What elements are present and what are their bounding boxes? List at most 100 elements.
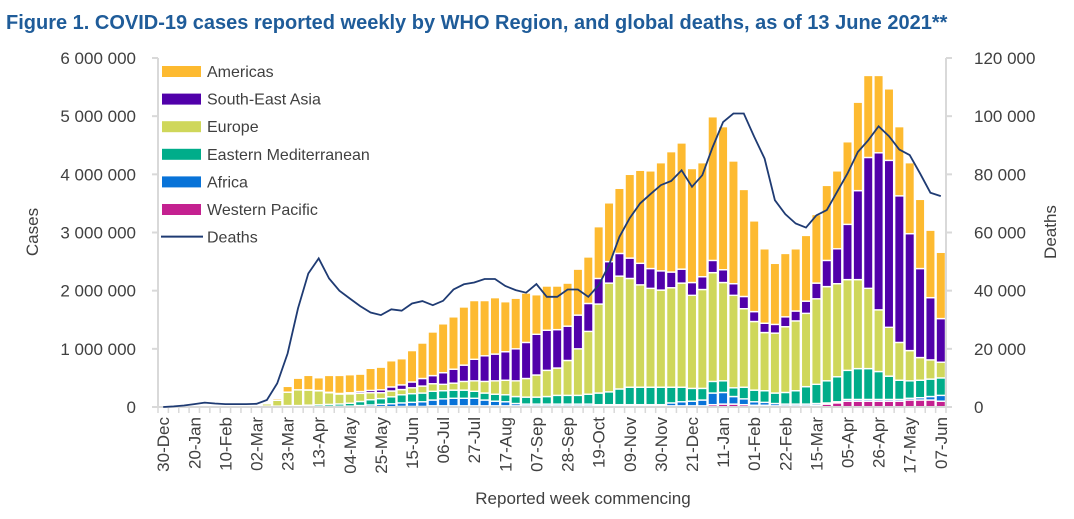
- bar-europe: [542, 370, 551, 396]
- y2-tick-label: 100 000: [974, 107, 1035, 126]
- bar-africa: [708, 393, 717, 405]
- bar-south-east-asia: [594, 278, 603, 304]
- bar-americas: [314, 378, 323, 391]
- bar-europe: [407, 388, 416, 394]
- bar-eastern-mediterranean: [926, 379, 935, 396]
- bar-eastern-mediterranean: [594, 393, 603, 405]
- bar-europe: [376, 393, 385, 399]
- bar-europe: [905, 351, 914, 381]
- bar-americas: [791, 249, 800, 311]
- bar-eastern-mediterranean: [915, 380, 924, 397]
- bar-americas: [677, 143, 686, 269]
- bar-south-east-asia: [501, 352, 510, 381]
- bar-africa: [459, 398, 468, 406]
- x-tick-label: 07-Jun: [932, 417, 951, 469]
- bar-americas: [936, 252, 945, 318]
- x-tick-label: 04-May: [341, 417, 360, 474]
- bar-eastern-mediterranean: [905, 381, 914, 398]
- bar-eastern-mediterranean: [781, 392, 790, 404]
- bar-eastern-mediterranean: [428, 391, 437, 400]
- x-tick-label: 15-Jun: [403, 417, 422, 469]
- bar-eastern-mediterranean: [750, 390, 759, 402]
- bar-south-east-asia: [832, 249, 841, 284]
- bar-americas: [418, 343, 427, 378]
- bar-south-east-asia: [801, 301, 810, 313]
- bar-south-east-asia: [812, 283, 821, 299]
- bar-south-east-asia: [428, 376, 437, 384]
- x-tick-label: 07-Sep: [527, 417, 546, 472]
- bar-americas: [366, 368, 375, 390]
- bar-americas: [843, 142, 852, 225]
- bar-africa: [438, 399, 447, 406]
- bar-americas: [532, 295, 541, 335]
- bar-americas: [553, 286, 562, 330]
- x-tick-label: 15-Mar: [807, 417, 826, 471]
- bar-europe: [812, 299, 821, 385]
- bar-eastern-mediterranean: [770, 393, 779, 403]
- bar-europe: [532, 375, 541, 397]
- bar-europe: [501, 380, 510, 395]
- bar-europe: [915, 358, 924, 381]
- bar-south-east-asia: [843, 224, 852, 279]
- bar-americas: [646, 171, 655, 269]
- bar-europe: [283, 392, 292, 405]
- y-tick-label: 1 000 000: [60, 340, 136, 359]
- bar-south-east-asia: [936, 319, 945, 363]
- bar-americas: [397, 359, 406, 385]
- bar-south-east-asia: [667, 272, 676, 288]
- bar-americas: [387, 361, 396, 387]
- bar-eastern-mediterranean: [366, 400, 375, 405]
- x-tick-label: 20-Jan: [185, 417, 204, 469]
- bar-south-east-asia: [480, 356, 489, 382]
- y2-axis-label: Deaths: [1041, 205, 1060, 259]
- bar-south-east-asia: [687, 283, 696, 296]
- bar-europe: [874, 310, 883, 372]
- bar-europe: [438, 384, 447, 390]
- bar-europe: [511, 381, 520, 397]
- bar-europe: [584, 331, 593, 394]
- x-tick-label: 27-Jul: [465, 417, 484, 463]
- bar-europe: [677, 283, 686, 387]
- bar-south-east-asia: [864, 157, 873, 288]
- bar-eastern-mediterranean: [801, 387, 810, 404]
- bar-africa: [428, 400, 437, 406]
- bar-eastern-mediterranean: [553, 395, 562, 404]
- bar-americas: [293, 378, 302, 390]
- bar-south-east-asia: [418, 378, 427, 386]
- bar-eastern-mediterranean: [615, 389, 624, 405]
- y2-tick-label: 60 000: [974, 224, 1026, 243]
- bar-europe: [822, 287, 831, 381]
- bar-europe: [480, 381, 489, 393]
- bar-europe: [387, 391, 396, 397]
- bar-eastern-mediterranean: [625, 387, 634, 404]
- bar-europe: [656, 290, 665, 387]
- bar-americas: [822, 185, 831, 260]
- bar-americas: [283, 386, 292, 392]
- y2-tick-label: 20 000: [974, 340, 1026, 359]
- bar-americas: [449, 317, 458, 369]
- bar-americas: [304, 375, 313, 390]
- legend-label-south-east-asia: South-East Asia: [207, 92, 321, 109]
- bar-europe: [314, 391, 323, 405]
- bar-americas: [718, 127, 727, 270]
- legend-label-europe: Europe: [207, 119, 259, 136]
- bar-south-east-asia: [760, 323, 769, 332]
- bar-europe: [563, 360, 572, 395]
- bar-europe: [781, 327, 790, 393]
- bar-south-east-asia: [490, 354, 499, 381]
- bar-africa: [470, 398, 479, 406]
- bar-eastern-mediterranean: [407, 394, 416, 403]
- bar-americas: [501, 302, 510, 352]
- bar-south-east-asia: [449, 369, 458, 383]
- bar-europe: [304, 390, 313, 405]
- x-tick-label: 28-Sep: [559, 417, 578, 472]
- y2-tick-label: 120 000: [974, 49, 1035, 68]
- bar-americas: [905, 163, 914, 234]
- bar-eastern-mediterranean: [739, 387, 748, 399]
- bar-europe: [895, 342, 904, 380]
- x-tick-label: 23-Mar: [279, 417, 298, 471]
- bar-americas: [459, 307, 468, 365]
- bar-africa: [739, 399, 748, 405]
- bar-americas: [594, 227, 603, 279]
- bar-americas: [324, 375, 333, 392]
